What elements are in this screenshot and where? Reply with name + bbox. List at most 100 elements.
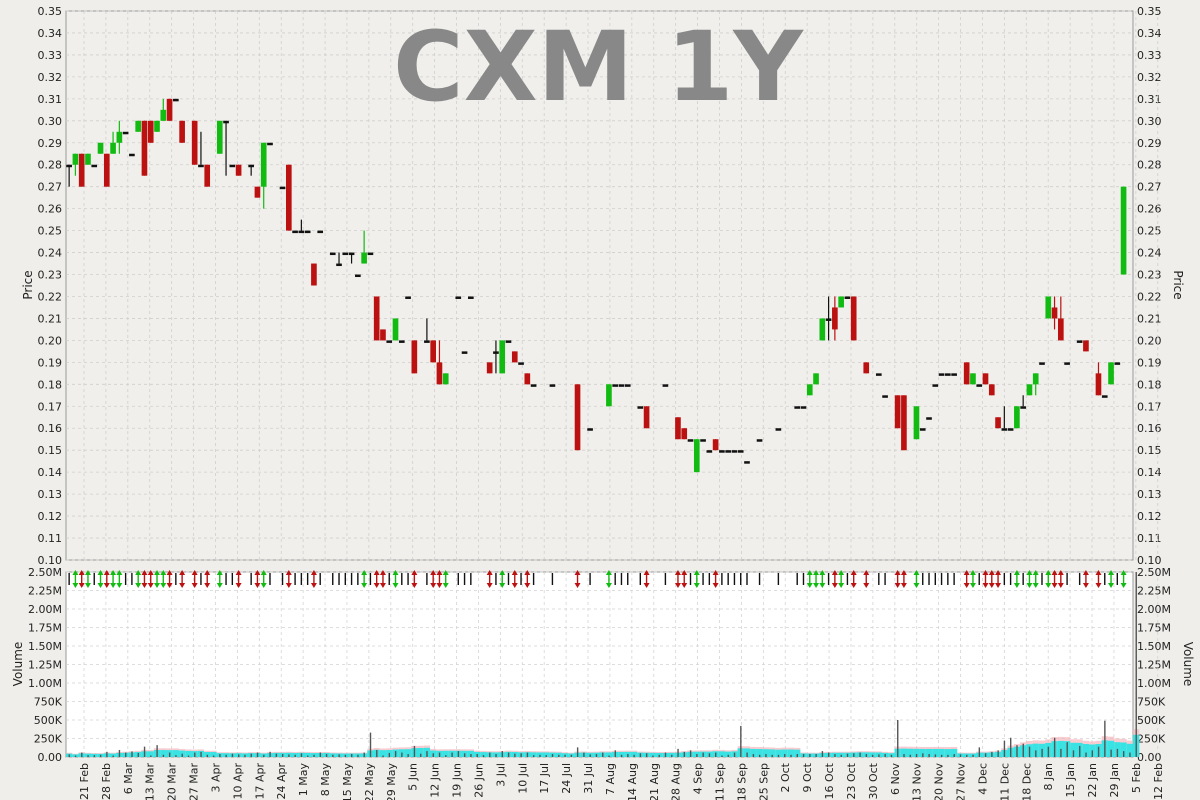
price-bar-body: [436, 362, 443, 385]
price-tick-left: 0.26: [38, 203, 63, 216]
price-bar-body: [154, 120, 160, 132]
volume-bar: [595, 754, 598, 757]
signal-arrow-down: [310, 583, 317, 588]
volume-tick-right: 500K: [1137, 714, 1166, 727]
volume-bar: [909, 754, 911, 757]
price-tick-left: 0.21: [38, 312, 63, 325]
date-tick-label: 29 Jan: [1108, 763, 1121, 797]
price-bar-body: [1064, 362, 1070, 365]
volume-bar: [671, 754, 673, 757]
price-bar-body: [825, 318, 832, 321]
volume-bar: [915, 754, 918, 757]
signal-arrow-up: [863, 570, 870, 575]
signal-arrow-down: [995, 583, 1002, 588]
signal-arrow-up: [154, 570, 161, 575]
price-bar-body: [411, 340, 418, 374]
price-bar-body: [166, 98, 173, 121]
volume-bar: [501, 751, 504, 757]
signal-arrow-down: [160, 583, 167, 588]
price-bar-body: [317, 230, 324, 234]
date-tick-label: 18 Sep: [735, 763, 748, 800]
price-bar-body: [78, 153, 85, 187]
volume-bar: [689, 750, 692, 757]
signal-arrow-down: [982, 583, 989, 588]
volume-average-band: [781, 749, 788, 757]
date-tick-label: 29 May: [385, 763, 398, 800]
date-tick-label: 5 Feb: [1130, 763, 1143, 793]
volume-bar: [1041, 748, 1043, 757]
volume-average-band: [109, 753, 117, 757]
volume-tick-left: 2.25M: [28, 585, 62, 598]
volume-bar: [1060, 748, 1062, 757]
signal-arrow-down: [900, 583, 907, 588]
volume-bar: [878, 754, 880, 757]
volume-bar: [307, 755, 309, 757]
price-bar-body: [493, 351, 499, 354]
price-tick-left: 0.27: [38, 181, 63, 194]
signal-arrow-up: [411, 570, 418, 575]
signal-arrow-down: [116, 583, 123, 588]
volume-bar: [815, 754, 817, 757]
signal-arrow-down: [813, 583, 820, 588]
volume-bar: [633, 754, 635, 757]
volume-bar: [313, 754, 315, 757]
price-tick-left: 0.35: [38, 5, 63, 18]
volume-bar: [972, 754, 974, 757]
volume-bar: [947, 754, 949, 757]
price-tick-left: 0.32: [38, 71, 63, 84]
volume-average-band: [379, 750, 387, 757]
volume-bar: [627, 754, 629, 757]
price-bar-body: [386, 340, 393, 343]
volume-tick-left: 750K: [34, 696, 63, 709]
date-tick-label: 27 Nov: [955, 763, 968, 800]
signal-arrow-up: [681, 570, 688, 575]
price-bar-body: [1039, 362, 1045, 365]
price-tick-right: 0.23: [1137, 269, 1162, 282]
price-bar-body: [116, 131, 123, 143]
date-tick-label: 24 Jul: [560, 763, 573, 794]
price-tick-left: 0.25: [38, 225, 63, 238]
volume-bar: [382, 755, 384, 757]
signal-arrow-down: [260, 583, 267, 588]
volume-bar: [363, 752, 365, 757]
volume-bar: [790, 754, 792, 757]
signal-arrow-down: [850, 583, 857, 588]
price-bar-body: [794, 406, 801, 409]
date-tick-label: 10 Apr: [231, 763, 244, 800]
price-bar-body: [737, 450, 744, 453]
signal-arrow-up: [969, 570, 976, 575]
price-bar-body: [1101, 395, 1108, 398]
price-bar-body: [1001, 428, 1008, 431]
price-bar-body: [103, 153, 110, 187]
signal-arrow-up: [1108, 570, 1115, 575]
price-tick-right: 0.26: [1137, 203, 1162, 216]
volume-bar: [131, 751, 133, 757]
price-bar-body: [141, 120, 148, 176]
price-bar-body: [173, 98, 179, 102]
volume-bar: [470, 754, 472, 757]
price-tick-right: 0.27: [1137, 181, 1162, 194]
signal-arrow-up: [373, 570, 380, 575]
price-bar-body: [963, 362, 970, 385]
signal-arrow-down: [392, 583, 399, 588]
volume-average-band: [530, 752, 537, 757]
price-bar-body: [455, 296, 462, 299]
volume-bar: [802, 754, 805, 757]
signal-arrow-up: [361, 570, 368, 575]
volume-axis-title-left: Volume: [11, 642, 25, 687]
date-tick-label: 28 Aug: [670, 763, 683, 800]
price-bar-body: [361, 252, 367, 264]
volume-bar: [187, 755, 190, 757]
signal-arrow-down: [894, 583, 901, 588]
date-tick-label: 11 Dec: [998, 763, 1011, 800]
price-bar-body: [574, 384, 581, 451]
volume-bar: [514, 753, 516, 757]
volume-bar: [1079, 745, 1081, 757]
price-bar-body: [1007, 428, 1014, 431]
volume-bar: [1104, 720, 1106, 757]
volume-tick-right: 1.00M: [1137, 677, 1171, 690]
date-tick-label: 24 Apr: [275, 763, 288, 800]
volume-bar: [740, 725, 742, 757]
volume-bar: [275, 753, 278, 757]
price-bar-body: [1045, 296, 1052, 319]
